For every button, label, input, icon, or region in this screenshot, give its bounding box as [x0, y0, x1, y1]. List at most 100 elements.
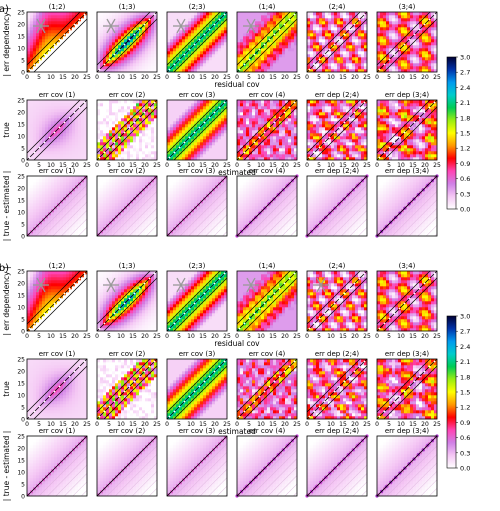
heat-cell [112, 42, 116, 46]
heat-cell [81, 151, 85, 155]
heat-cell [364, 15, 368, 19]
heat-cell [106, 54, 110, 58]
heat-cell [145, 148, 149, 152]
heat-cell [355, 39, 359, 43]
heat-cell [75, 124, 79, 128]
heat-cell [103, 130, 107, 134]
heat-cell [212, 57, 216, 61]
heat-cell [364, 109, 368, 113]
heat-cell [115, 30, 119, 34]
subplot: err cov (2)0 5 10 15 20 25 [95, 91, 161, 169]
heat-cell [112, 60, 116, 64]
heat-cell [188, 45, 192, 49]
heat-cell [404, 154, 408, 158]
heat-cell [51, 142, 55, 146]
heat-cell [325, 106, 329, 110]
heat-cell [273, 136, 277, 140]
x-tick-label: 15 [339, 74, 347, 81]
heat-cell [240, 136, 244, 140]
heat-cell [121, 51, 125, 55]
heat-cell [252, 69, 256, 73]
heat-cell [75, 139, 79, 143]
heat-cell [194, 21, 198, 25]
heat-cell [48, 145, 52, 149]
heat-cell [252, 115, 256, 119]
heat-cell [154, 157, 158, 161]
heat-cell [310, 48, 314, 52]
heat-cell [288, 60, 292, 64]
heat-cell [142, 69, 146, 73]
heat-cell [325, 30, 329, 34]
heat-cell [413, 63, 417, 67]
heat-cell [431, 36, 435, 40]
heat-cell [316, 18, 320, 22]
heat-cell [185, 151, 189, 155]
heat-cell [407, 121, 411, 125]
heat-cell [194, 24, 198, 28]
heat-cell [401, 115, 405, 119]
heat-cell [197, 57, 201, 61]
heat-cell [349, 112, 353, 116]
heat-cell [33, 139, 37, 143]
heat-cell [294, 60, 298, 64]
heat-cell [288, 151, 292, 155]
heat-cell [127, 109, 131, 113]
heat-cell [133, 112, 137, 116]
heat-cell [106, 127, 110, 131]
heat-cell [167, 21, 171, 25]
heat-cell [340, 66, 344, 70]
heat-cell [109, 142, 113, 146]
heat-cell [42, 48, 46, 52]
heat-cell [358, 148, 362, 152]
heat-cell [270, 100, 274, 104]
heat-cell [130, 51, 134, 55]
heat-cell [81, 145, 85, 149]
heat-cell [334, 103, 338, 107]
heat-cell [179, 33, 183, 37]
heat-cell [151, 139, 155, 143]
heat-cell [416, 39, 420, 43]
heat-cell [243, 27, 247, 31]
heat-cell [416, 151, 420, 155]
heat-cell [322, 148, 326, 152]
heat-cell [337, 24, 341, 28]
heat-cell [328, 118, 332, 122]
heat-cell [361, 51, 365, 55]
heat-cell [148, 33, 152, 37]
heat-cell [173, 103, 177, 107]
heat-cell [291, 21, 295, 25]
heat-cell [109, 21, 113, 25]
heat-cell [361, 124, 365, 128]
heat-cell [352, 69, 356, 73]
heat-cell [398, 30, 402, 34]
heat-cell [392, 36, 396, 40]
heat-cell [103, 54, 107, 58]
heat-cell [51, 33, 55, 37]
heat-cell [261, 60, 265, 64]
heat-cell [404, 63, 408, 67]
heat-cell [197, 103, 201, 107]
heat-cell [410, 106, 414, 110]
heat-cell [383, 39, 387, 43]
heat-cell [279, 130, 283, 134]
heat-cell [346, 60, 350, 64]
heat-cell [224, 157, 228, 161]
heat-cell [224, 124, 228, 128]
heat-cell [380, 69, 384, 73]
heat-cell [185, 66, 189, 70]
heat-cell [285, 30, 289, 34]
heat-cell [78, 103, 82, 107]
heat-cell [346, 148, 350, 152]
heat-cell [100, 45, 104, 49]
heat-cell [112, 39, 116, 43]
heat-cell [218, 69, 222, 73]
heat-cell [334, 136, 338, 140]
heat-cell [352, 148, 356, 152]
heat-cell [377, 100, 381, 104]
heat-cell [240, 142, 244, 146]
heat-cell [136, 148, 140, 152]
heat-cell [100, 142, 104, 146]
heat-cell [252, 121, 256, 125]
heat-cell [398, 142, 402, 146]
heat-cell [142, 48, 146, 52]
